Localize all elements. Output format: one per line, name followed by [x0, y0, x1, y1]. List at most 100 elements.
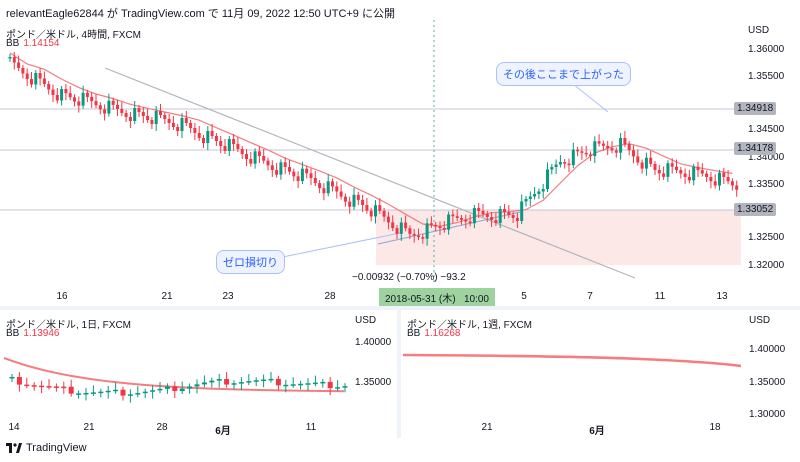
- candle-body: [558, 162, 562, 165]
- candle-body: [408, 228, 412, 234]
- candle-body: [640, 162, 644, 169]
- weekly-bb-legend: BB 1.16268: [407, 328, 461, 339]
- candle-body: [507, 212, 511, 215]
- main-currency: USD: [748, 25, 770, 36]
- daily-chart-pane[interactable]: ポンド／米ドル, 1日, FXCM BB 1.13946 USD 1.40000 …: [0, 310, 397, 438]
- x-tick-label: 21: [481, 422, 493, 433]
- candle-body: [201, 382, 207, 385]
- candle-body: [261, 379, 267, 382]
- candle-body: [154, 111, 158, 124]
- candle-body: [537, 191, 541, 194]
- pane-divider: [0, 306, 800, 310]
- candle-body: [90, 392, 96, 394]
- y-tick-label: 1.35000: [749, 377, 786, 388]
- candle-body: [700, 170, 704, 174]
- candle-body: [81, 92, 85, 106]
- main-bb-legend: BB 1.14154: [6, 38, 60, 49]
- candle-body: [438, 226, 442, 228]
- bb-line: [402, 353, 742, 368]
- candle-body: [726, 177, 730, 182]
- candle-body: [679, 170, 683, 174]
- candle-body: [481, 211, 485, 214]
- y-tick-label: 1.32500: [748, 232, 785, 243]
- candle-body: [382, 210, 386, 217]
- candle-body: [477, 208, 481, 211]
- candle-body: [451, 214, 455, 217]
- y-tick-label: 1.34000: [748, 152, 785, 163]
- candle-body: [120, 109, 124, 113]
- candle-body: [176, 127, 180, 131]
- weekly-chart-pane[interactable]: ポンド／米ドル, 1週, FXCM BB 1.16268 USD 1.40000 …: [401, 310, 800, 438]
- candle-body: [378, 205, 382, 211]
- candle-body: [279, 162, 283, 175]
- candle-body: [266, 160, 270, 166]
- candle-body: [399, 222, 403, 234]
- callout-bottom-pointer: [267, 232, 401, 261]
- candle-body: [653, 163, 657, 170]
- candle-body: [275, 378, 281, 386]
- candle-body: [619, 138, 623, 153]
- bb-label: BB: [6, 38, 20, 49]
- candle-body: [713, 181, 717, 186]
- candle-body: [429, 223, 433, 225]
- candle-body: [597, 141, 601, 144]
- candle-body: [64, 89, 68, 94]
- candle-body: [42, 78, 46, 84]
- candle-body: [657, 170, 661, 174]
- candle-body: [219, 141, 223, 146]
- callout-zero-stop-note[interactable]: ゼロ損切り: [216, 250, 285, 274]
- candle-body: [404, 222, 408, 229]
- candle-body: [447, 214, 451, 230]
- candle-body: [601, 143, 605, 146]
- candle-body: [146, 116, 150, 120]
- callout-rise-note[interactable]: その後ここまで上がった: [496, 62, 631, 86]
- daily-bb-legend: BB 1.13946: [6, 328, 60, 339]
- y-tick-label: 1.40000: [355, 337, 392, 348]
- candle-body: [223, 146, 227, 151]
- candle-body: [318, 183, 322, 189]
- candle-body: [460, 218, 463, 220]
- candle-body: [17, 62, 21, 68]
- candle-body: [179, 388, 185, 391]
- candle-body: [34, 73, 38, 85]
- x-tick-label: 28: [156, 422, 168, 433]
- weekly-price-plot[interactable]: [401, 310, 800, 438]
- candle-body: [589, 154, 592, 156]
- candle-body: [327, 381, 333, 389]
- stop-zone-band: [376, 210, 741, 265]
- y-tick-label: 1.34500: [748, 124, 785, 135]
- candle-body: [365, 205, 369, 211]
- x-tick-label: 11: [305, 422, 317, 433]
- crosshair-time: 10:00: [463, 294, 489, 305]
- candle-body: [24, 384, 30, 387]
- main-chart-pane[interactable]: ポンド／米ドル, 4時間, FXCM BB 1.14154 USD 1.36000…: [0, 20, 800, 307]
- candle-body: [722, 172, 726, 177]
- trendline-down: [104, 67, 636, 279]
- x-tick-label: 23: [222, 291, 234, 302]
- x-tick-label: 14: [8, 422, 20, 433]
- candle-body: [296, 176, 300, 181]
- candle-body: [53, 386, 59, 388]
- candle-body: [21, 68, 25, 74]
- candle-body: [705, 173, 709, 177]
- candles-group: [9, 371, 348, 403]
- candle-body: [352, 194, 356, 207]
- candle-body: [38, 73, 42, 79]
- daily-price-plot[interactable]: [0, 310, 397, 438]
- candle-body: [25, 73, 29, 79]
- candle-body: [312, 382, 318, 385]
- candle-body: [395, 228, 399, 234]
- candle-body: [326, 181, 330, 194]
- candle-body: [68, 386, 74, 394]
- candle-body: [171, 123, 175, 127]
- candle-body: [245, 154, 248, 159]
- pane-divider-vertical: [397, 310, 401, 438]
- candle-body: [120, 389, 126, 396]
- candle-body: [51, 89, 55, 95]
- candle-body: [240, 149, 244, 154]
- x-tick-label: 7: [587, 291, 593, 302]
- main-price-plot[interactable]: [0, 20, 800, 305]
- candle-body: [412, 234, 416, 236]
- measure-readout: −0.00932 (−0.70%) −93.2: [352, 272, 466, 283]
- candle-body: [8, 57, 12, 59]
